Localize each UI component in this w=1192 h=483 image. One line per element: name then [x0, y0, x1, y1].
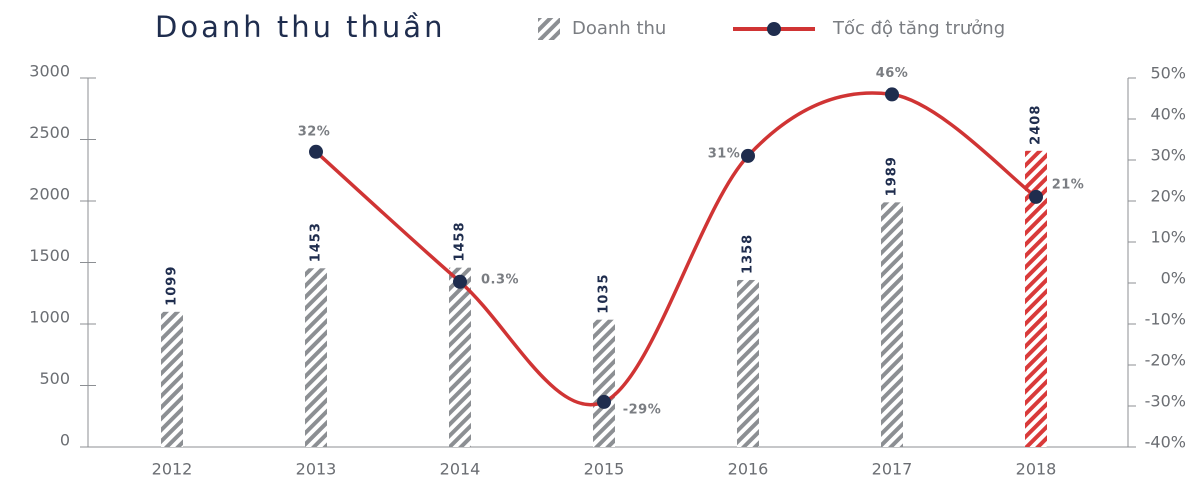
y-tick-label: 1500 [29, 246, 70, 265]
y2-tick-label: -30% [1145, 392, 1186, 411]
line [314, 91, 1038, 407]
x-tick-label: 2015 [584, 460, 625, 479]
bar-label: 1989 [885, 156, 900, 196]
bar [881, 202, 903, 447]
y-tick-label: 500 [39, 369, 70, 388]
x-tick-label: 2016 [728, 460, 769, 479]
line-marker [309, 144, 323, 159]
line-marker [741, 148, 755, 163]
point-label: 21% [1052, 177, 1085, 192]
x-tick-label: 2017 [872, 460, 913, 479]
line-marker [453, 274, 467, 289]
bar-label: 1035 [597, 274, 612, 314]
bar [593, 319, 615, 447]
x-tick-label: 2018 [1016, 460, 1057, 479]
y2-tick-label: 20% [1150, 187, 1186, 206]
legend-label: Tốc độ tăng trưởng [832, 18, 1005, 39]
line-marker [597, 394, 611, 409]
chart-title: Doanh thu thuần [155, 10, 445, 44]
bar [305, 268, 327, 447]
point-label: 32% [298, 124, 331, 139]
bar [161, 311, 183, 447]
y2-tick-label: -20% [1145, 351, 1186, 370]
point-label: 0.3% [481, 272, 519, 287]
bar-label: 1453 [309, 222, 324, 262]
y2-tick-label: 0% [1161, 269, 1186, 288]
bar-label: 1099 [165, 266, 180, 306]
line-marker [1029, 189, 1043, 204]
point-label: 46% [876, 66, 909, 81]
bar [737, 279, 759, 447]
y2-tick-label: 40% [1150, 105, 1186, 124]
y2-tick-label: 10% [1150, 228, 1186, 247]
y-tick-label: 2000 [29, 185, 70, 204]
x-tick-label: 2013 [296, 460, 337, 479]
legend-swatch [538, 18, 560, 40]
y-tick-label: 2500 [29, 123, 70, 142]
bar [449, 267, 471, 447]
x-tick-label: 2014 [440, 460, 481, 479]
y2-tick-label: -40% [1145, 433, 1186, 452]
bar-label: 2408 [1029, 105, 1044, 145]
y2-tick-label: -10% [1145, 310, 1186, 329]
y-tick-label: 0 [60, 431, 70, 450]
bar [1025, 150, 1047, 448]
y2-tick-label: 50% [1150, 64, 1186, 83]
legend-marker [767, 22, 781, 36]
bar-label: 1458 [453, 221, 468, 261]
line-marker [885, 87, 899, 102]
y2-tick-label: 30% [1150, 146, 1186, 165]
bar-label: 1358 [741, 234, 756, 274]
point-label: -29% [623, 402, 662, 417]
x-tick-label: 2012 [152, 460, 193, 479]
legend-label: Doanh thu [572, 18, 666, 39]
y-tick-label: 3000 [29, 62, 70, 81]
y-tick-label: 1000 [29, 308, 70, 327]
point-label: 31% [708, 146, 741, 161]
